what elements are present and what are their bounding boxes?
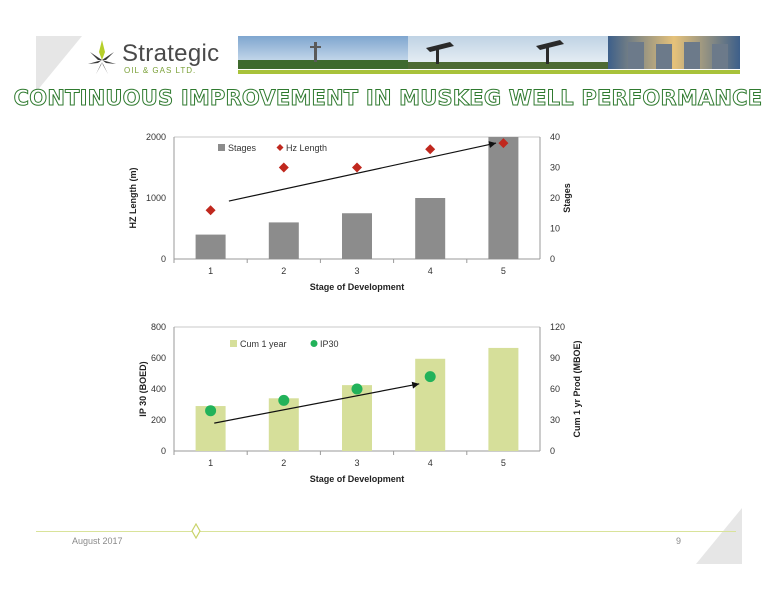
logo-star-icon — [88, 40, 116, 74]
trend-arrow-line — [214, 383, 420, 424]
trend-arrow-head — [488, 141, 497, 149]
y-right-tick-label: 0 — [550, 254, 555, 264]
data-point — [498, 138, 509, 149]
bar — [268, 398, 299, 451]
x-axis-label: Stage of Development — [310, 282, 405, 292]
y-right-tick-label: 90 — [550, 353, 560, 363]
y-right-tick-label: 40 — [550, 132, 560, 142]
footer-date: August 2017 — [72, 536, 123, 546]
y-right-tick-label: 0 — [550, 446, 555, 456]
bar — [342, 213, 372, 259]
data-point — [352, 162, 362, 173]
y-right-axis-label: Cum 1 yr Prod (MBOE) — [572, 340, 582, 437]
x-tick-label: 2 — [281, 458, 286, 468]
x-tick-label: 4 — [428, 458, 433, 468]
y-tick-label: 0 — [161, 254, 166, 264]
x-tick-label: 5 — [501, 458, 506, 468]
y-tick-label: 600 — [151, 353, 166, 363]
chart-hz-length-stages: 0 1000 2000 0 10 20 30 40 1 2 3 4 5 Stages Hz Length St… — [128, 132, 572, 292]
legend-swatch-bar — [230, 340, 237, 347]
y-tick-label: 2000 — [146, 132, 166, 142]
x-tick-label: 5 — [501, 266, 506, 276]
x-tick-label: 2 — [281, 266, 286, 276]
header-photo-banner — [238, 36, 740, 69]
page-number: 9 — [676, 536, 682, 546]
data-point — [278, 394, 290, 406]
y-right-tick-label: 20 — [550, 193, 560, 203]
trend-arrow-line — [228, 142, 497, 202]
y-right-axis-label: Stages — [562, 183, 572, 213]
corner-decoration-bottom — [696, 508, 742, 564]
legend-label: IP30 — [320, 339, 339, 349]
y-axis-label: HZ Length (m) — [128, 168, 138, 229]
data-point — [205, 205, 216, 216]
data-point — [205, 405, 217, 417]
y-right-tick-label: 120 — [550, 322, 565, 332]
legend-label: Hz Length — [286, 143, 327, 153]
bar — [415, 198, 446, 259]
logo-name: Strategic — [122, 40, 220, 67]
y-tick-label: 800 — [151, 322, 166, 332]
y-tick-label: 400 — [151, 384, 166, 394]
chart-ip30-cum-production: 0 200 400 600 800 0 30 60 90 120 1 2 3 4 5 Cum 1 year IP… — [138, 322, 582, 484]
legend-label: Cum 1 year — [240, 339, 287, 349]
legend-swatch-bar — [218, 144, 225, 151]
y-right-tick-label: 30 — [550, 163, 560, 173]
bar — [342, 385, 372, 451]
data-point — [278, 162, 289, 173]
x-tick-label: 3 — [354, 458, 359, 468]
y-right-tick-label: 60 — [550, 384, 560, 394]
page-title: CONTINUOUS IMPROVEMENT IN MUSKEG WELL PE… — [13, 86, 763, 111]
bar — [488, 137, 519, 259]
x-axis-label: Stage of Development — [310, 474, 405, 484]
y-axis-label: IP 30 (BOED) — [138, 361, 148, 416]
legend-swatch-marker — [310, 340, 318, 347]
x-tick-label: 1 — [208, 266, 213, 276]
company-logo: Strategic OIL & GAS LTD. — [84, 38, 224, 80]
x-tick-label: 4 — [428, 266, 433, 276]
corner-decoration-top — [36, 36, 82, 92]
y-right-tick-label: 30 — [550, 415, 560, 425]
y-right-tick-label: 10 — [550, 224, 560, 234]
logo-subtitle: OIL & GAS LTD. — [124, 66, 197, 75]
legend-swatch-marker — [276, 144, 284, 151]
y-tick-label: 0 — [161, 446, 166, 456]
data-point — [425, 144, 436, 155]
y-tick-label: 200 — [151, 415, 166, 425]
trend-arrow-head — [411, 381, 420, 389]
bar — [488, 347, 519, 451]
x-tick-label: 3 — [354, 266, 359, 276]
footer-divider — [36, 531, 736, 532]
data-point — [424, 371, 436, 383]
bar — [195, 234, 226, 259]
x-tick-label: 1 — [208, 458, 213, 468]
data-point — [351, 383, 363, 395]
y-tick-label: 1000 — [146, 193, 166, 203]
legend-label: Stages — [228, 143, 257, 153]
footer-diamond-icon — [191, 523, 201, 539]
header-accent-line — [238, 70, 740, 74]
bar — [268, 222, 299, 259]
